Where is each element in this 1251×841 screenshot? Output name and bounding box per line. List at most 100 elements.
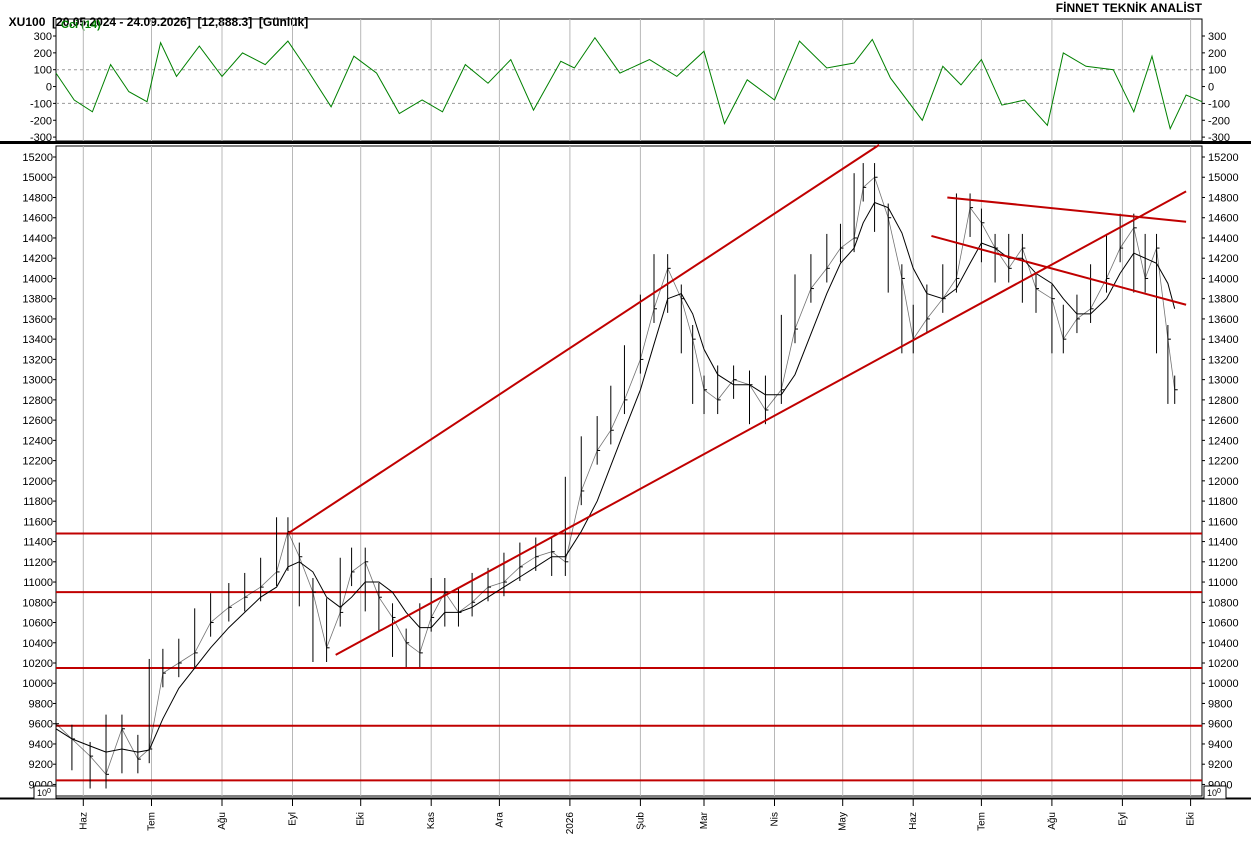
x-tick-label: Tem <box>976 812 987 831</box>
price-y-tick-right: 11400 <box>1208 537 1238 549</box>
price-y-tick-left: 14000 <box>22 273 53 285</box>
x-tick-label: Mar <box>699 811 710 829</box>
cci-y-tick-right: 300 <box>1208 31 1226 43</box>
x-tick-label: 2026 <box>565 812 576 835</box>
price-y-tick-right: 15200 <box>1208 152 1239 164</box>
price-y-tick-left: 15000 <box>22 172 53 184</box>
price-y-tick-right: 13400 <box>1208 334 1239 346</box>
scale-badge-box <box>33 785 57 800</box>
source-label: FİNNET TEKNİK ANALİST <box>1055 1 1202 15</box>
scale-badge-left: 100 <box>33 785 57 800</box>
close-line <box>55 176 1176 776</box>
price-panel-frame <box>55 145 1203 797</box>
price-y-tick-left: 13000 <box>22 375 53 387</box>
price-y-tick-right: 15000 <box>1208 172 1239 184</box>
scale-badge-right: 100 <box>1203 785 1227 800</box>
cci-y-tick-right: 0 <box>1208 82 1214 94</box>
price-y-tick-right: 11600 <box>1208 516 1238 528</box>
cci-y-tick-left: 0 <box>46 82 52 94</box>
price-y-tick-left: 9600 <box>29 719 53 731</box>
x-tick-label: Eyl <box>288 812 299 826</box>
x-tick-label: May <box>838 812 849 831</box>
price-y-tick-left: 14400 <box>22 233 53 245</box>
x-tick-label: Tem <box>147 812 158 831</box>
x-tick-label: Ağu <box>1047 812 1058 830</box>
x-tick-label: Haz <box>908 812 919 830</box>
cci-line <box>55 36 1203 131</box>
price-y-tick-left: 12000 <box>22 476 53 488</box>
price-y-tick-left: 13200 <box>22 354 53 366</box>
x-tick-label: Eki <box>356 812 367 826</box>
price-y-tick-right: 12800 <box>1208 395 1239 407</box>
price-y-tick-right: 11000 <box>1208 577 1238 589</box>
price-y-tick-left: 12600 <box>22 415 53 427</box>
cci-y-tick-left: 100 <box>34 65 52 77</box>
price-y-tick-right: 14000 <box>1208 273 1239 285</box>
price-y-tick-left: 13600 <box>22 314 53 326</box>
cci-y-tick-left: -300 <box>30 132 52 144</box>
cci-y-tick-right: -300 <box>1208 132 1230 144</box>
cci-y-tick-left: -200 <box>30 115 52 127</box>
scale-badge-box <box>1203 785 1227 800</box>
price-y-tick-left: 11000 <box>23 577 53 589</box>
price-y-tick-left: 11400 <box>23 537 53 549</box>
price-y-tick-left: 10800 <box>22 597 53 609</box>
price-y-tick-left: 14200 <box>22 253 53 265</box>
cci-y-tick-right: 200 <box>1208 48 1226 60</box>
cci-y-tick-right: -200 <box>1208 115 1230 127</box>
cci-y-tick-left: -100 <box>30 98 52 110</box>
price-y-tick-left: 11200 <box>23 557 53 569</box>
x-tick-label: Kas <box>426 812 437 829</box>
trend-line <box>335 190 1187 656</box>
x-tick-label: Şub <box>635 812 646 830</box>
price-y-tick-left: 12400 <box>22 435 53 447</box>
price-y-tick-left: 10400 <box>22 638 53 650</box>
trend-line <box>931 234 1187 306</box>
price-y-tick-right: 10000 <box>1208 678 1239 690</box>
price-y-tick-left: 13400 <box>22 334 53 346</box>
cci-y-tick-left: 300 <box>34 31 52 43</box>
price-y-tick-right: 13800 <box>1208 294 1239 306</box>
cci-y-tick-right: 100 <box>1208 65 1226 77</box>
price-y-tick-right: 13600 <box>1208 314 1239 326</box>
scale-badge-text: 100 <box>37 788 51 799</box>
cci-panel-frame <box>55 18 1203 142</box>
price-y-tick-left: 14600 <box>22 213 53 225</box>
x-tick-label: Haz <box>78 812 89 830</box>
price-y-tick-left: 13800 <box>22 294 53 306</box>
cci-y-tick-left: 200 <box>34 48 52 60</box>
cci-indicator-label: Cci (14) <box>61 19 101 31</box>
x-tick-label: Eyl <box>1117 812 1128 826</box>
price-y-tick-left: 12200 <box>22 456 53 468</box>
price-y-tick-right: 12600 <box>1208 415 1239 427</box>
price-y-tick-right: 9400 <box>1208 739 1232 751</box>
price-y-tick-right: 9200 <box>1208 759 1232 771</box>
price-y-tick-right: 12200 <box>1208 456 1239 468</box>
price-y-tick-left: 12800 <box>22 395 53 407</box>
price-y-tick-right: 9600 <box>1208 719 1232 731</box>
moving-average-line <box>55 201 1176 753</box>
symbol-label: XU100 <box>8 15 46 29</box>
price-y-tick-left: 10000 <box>22 678 53 690</box>
cci-y-tick-right: -100 <box>1208 98 1230 110</box>
price-y-tick-right: 13200 <box>1208 354 1239 366</box>
price-y-tick-right: 10800 <box>1208 597 1239 609</box>
x-tick-label: Ara <box>494 812 505 828</box>
price-y-tick-right: 12000 <box>1208 476 1239 488</box>
x-tick-label: Nis <box>770 812 781 826</box>
price-y-tick-right: 10200 <box>1208 658 1239 670</box>
price-y-tick-left: 9400 <box>29 739 53 751</box>
price-y-tick-left: 15200 <box>22 152 53 164</box>
scale-badge-text: 100 <box>1207 788 1221 799</box>
price-y-tick-left: 9800 <box>29 698 53 710</box>
price-y-tick-left: 14800 <box>22 192 53 204</box>
price-y-tick-right: 12400 <box>1208 435 1239 447</box>
price-y-tick-left: 11800 <box>23 496 53 508</box>
price-y-tick-right: 14400 <box>1208 233 1239 245</box>
price-y-tick-left: 10600 <box>22 618 53 630</box>
scale-badge-exponent: 0 <box>1217 788 1221 795</box>
price-y-tick-right: 11800 <box>1208 496 1238 508</box>
price-y-tick-right: 14200 <box>1208 253 1239 265</box>
trend-line <box>287 144 880 535</box>
